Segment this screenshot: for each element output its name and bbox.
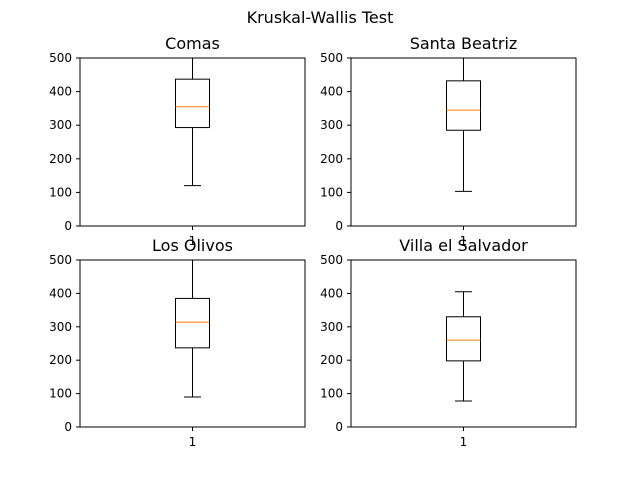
y-tick-label: 200 — [320, 353, 343, 367]
subplot-title: Santa Beatriz — [410, 34, 518, 53]
y-tick-label: 500 — [49, 51, 72, 65]
x-tick-label: 1 — [460, 435, 468, 449]
y-tick-label: 400 — [49, 85, 72, 99]
y-tick-label: 300 — [49, 320, 72, 334]
y-tick-label: 400 — [49, 286, 72, 300]
y-tick-label: 0 — [335, 219, 343, 233]
axes-frame — [79, 259, 306, 428]
y-tick-label: 400 — [320, 286, 343, 300]
axes-frame — [350, 259, 577, 428]
y-tick-label: 100 — [320, 387, 343, 401]
subplot-title: Los Olivos — [152, 236, 233, 255]
x-tick-label: 1 — [189, 234, 197, 248]
subplot-1: Comas 0 100 200 300 400 500 1 — [49, 34, 306, 248]
y-tick-label: 300 — [320, 118, 343, 132]
y-tick-label: 0 — [335, 420, 343, 434]
y-tick-label: 500 — [320, 51, 343, 65]
y-tick-label: 300 — [320, 320, 343, 334]
subplot-4: Villa el Salvador 0 100 200 300 400 500 1 — [320, 236, 577, 449]
y-tick-label: 0 — [64, 420, 72, 434]
box — [446, 316, 481, 362]
y-tick-label: 0 — [64, 219, 72, 233]
y-tick-label: 500 — [320, 253, 343, 267]
y-tick-label: 400 — [320, 85, 343, 99]
axes-frame — [79, 57, 306, 227]
y-tick-label: 200 — [320, 152, 343, 166]
y-tick-label: 200 — [49, 353, 72, 367]
subplot-2: Santa Beatriz 0 100 200 300 400 500 1 — [320, 34, 577, 248]
y-tick-label: 100 — [49, 185, 72, 199]
box — [175, 297, 210, 349]
box — [446, 80, 481, 131]
y-tick-label: 100 — [49, 387, 72, 401]
x-tick-label: 1 — [460, 234, 468, 248]
y-tick-label: 100 — [320, 185, 343, 199]
box — [175, 78, 210, 129]
figure-title: Kruskal-Wallis Test — [247, 8, 394, 27]
subplot-3: Los Olivos 0 100 200 300 400 500 1 — [49, 236, 306, 449]
y-tick-label: 200 — [49, 152, 72, 166]
x-tick-label: 1 — [189, 435, 197, 449]
axes-frame — [350, 57, 577, 227]
subplot-title: Comas — [165, 34, 220, 53]
y-tick-label: 300 — [49, 118, 72, 132]
y-tick-label: 500 — [49, 253, 72, 267]
subplot-title: Villa el Salvador — [399, 236, 528, 255]
